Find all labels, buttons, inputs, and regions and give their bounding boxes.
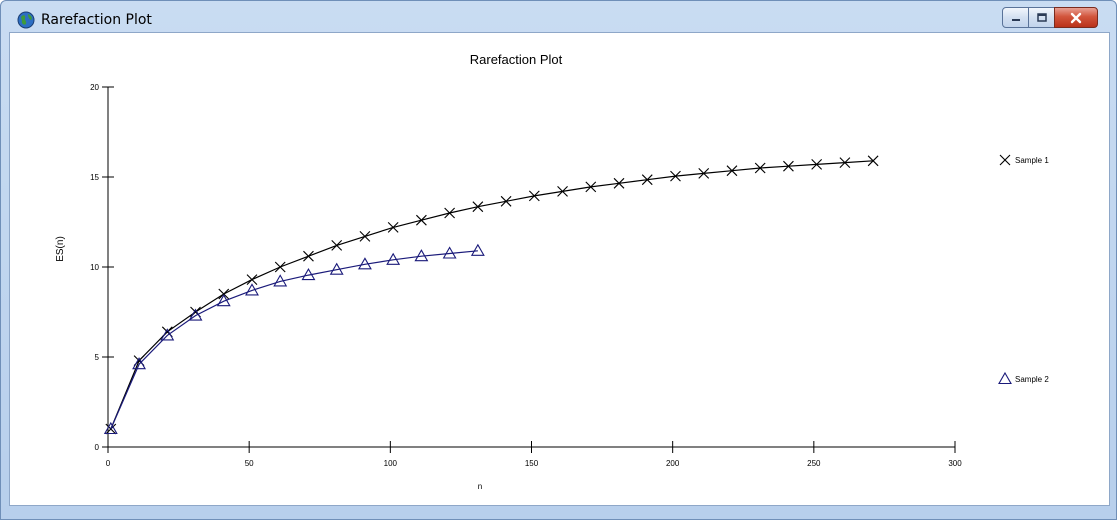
window-title: Rarefaction Plot [41,12,152,28]
series-1-point-27 [867,155,879,167]
axes: 0 50 100 150 200 250 300 0 5 10 15 20 [90,83,962,468]
series-2-point-9 [357,257,372,270]
legend-marker-triangle-icon [998,371,1012,385]
series-1-point-11 [416,214,427,226]
series-1-line [110,160,874,430]
series-1-point-10 [387,222,399,233]
series-2-line [110,250,478,430]
series-2-point-8 [329,262,344,275]
series-2-point-10 [386,252,401,265]
series-1-point-21 [698,168,710,179]
legend-label-2: Sample 2 [1015,375,1049,384]
series-2-point-2 [160,328,175,341]
y-tick-label-3: 15 [90,173,99,182]
series-2-point-1 [132,357,147,370]
series-1-point-4 [218,288,230,300]
series-1-point-16 [557,186,568,197]
series-2-point-6 [273,274,288,287]
series-1-point-17 [585,181,597,193]
y-axis-label: ES(n) [55,236,66,262]
rarefaction-chart: Rarefaction Plot ES(n) n 0 50 100 150 200 250… [55,52,1049,491]
series-2-point-3 [188,308,203,321]
x-tick-label-1: 50 [245,459,254,468]
series-1-point-5 [246,274,258,285]
close-icon [1070,12,1082,23]
chart-title: Rarefaction Plot [470,52,563,67]
x-tick-label-3: 150 [525,459,539,468]
plot-area: Rarefaction Plot ES(n) n 0 50 100 150 200 250… [9,32,1110,506]
series-1-point-8 [331,240,343,251]
series-2-point-12 [442,246,457,259]
maximize-button[interactable] [1028,7,1055,28]
y-tick-label-1: 5 [95,353,100,362]
series-1-point-22 [726,165,738,177]
series-group [103,155,879,435]
x-tick-label-0: 0 [106,459,111,468]
x-axis-label: n [478,482,482,491]
series-1 [105,155,879,435]
x-tick-label-4: 200 [666,459,680,468]
minimize-icon [1011,18,1020,21]
maximize-icon [1036,12,1047,22]
series-1-point-26 [839,157,851,168]
series-2-point-11 [414,249,429,262]
series-1-point-20 [670,170,681,182]
series-2-point-4 [216,294,231,307]
x-tick-label-2: 100 [384,459,398,468]
legend-group: Sample 1 Sample 2 [998,154,1049,385]
series-1-point-24 [783,160,794,172]
y-tick-label-0: 0 [95,443,100,452]
caption-buttons [1002,7,1098,29]
series-1-point-12 [444,207,456,219]
globe-icon [17,11,35,29]
title-bar[interactable]: Rarefaction Plot [1,1,1116,39]
series-1-point-6 [274,261,286,273]
x-tick-label-6: 300 [948,459,962,468]
minimize-button[interactable] [1002,7,1029,28]
series-1-point-7 [303,250,314,262]
series-1-point-18 [613,177,625,189]
series-2 [103,243,485,435]
series-1-point-14 [500,195,512,207]
series-1-point-23 [754,162,766,174]
y-tick-label-4: 20 [90,83,99,92]
series-1-point-9 [359,231,371,242]
y-tick-label-2: 10 [90,263,99,272]
series-1-point-15 [528,190,540,202]
series-2-point-0 [103,421,118,435]
series-2-point-13 [470,243,485,256]
series-1-point-13 [472,201,484,213]
series-1-point-19 [641,174,653,186]
x-tick-label-5: 250 [807,459,821,468]
legend-marker-x-icon [999,154,1011,166]
legend-label-1: Sample 1 [1015,156,1049,165]
close-button[interactable] [1054,7,1098,28]
series-2-point-7 [301,267,316,281]
series-1-point-25 [811,159,823,170]
series-2-point-5 [245,283,259,296]
